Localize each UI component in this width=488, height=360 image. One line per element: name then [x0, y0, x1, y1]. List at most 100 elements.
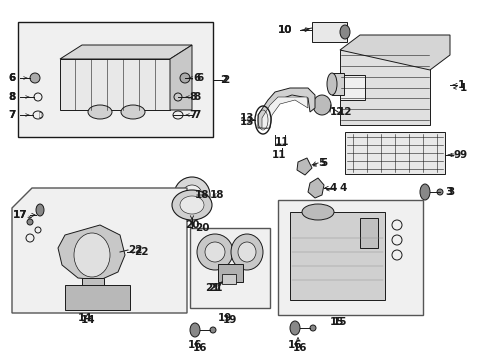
- Polygon shape: [60, 45, 192, 59]
- Ellipse shape: [436, 189, 442, 195]
- Polygon shape: [296, 158, 311, 175]
- Text: 19: 19: [223, 315, 237, 325]
- Text: 1: 1: [459, 83, 467, 93]
- Ellipse shape: [88, 105, 112, 119]
- Text: 7: 7: [8, 110, 15, 120]
- Text: 14: 14: [78, 313, 92, 323]
- Polygon shape: [12, 188, 186, 313]
- Ellipse shape: [30, 73, 40, 83]
- Ellipse shape: [36, 204, 44, 216]
- Text: 5: 5: [317, 158, 325, 168]
- Text: 17: 17: [13, 210, 27, 220]
- Text: 16: 16: [287, 340, 302, 350]
- Ellipse shape: [419, 184, 429, 200]
- Text: 6: 6: [8, 73, 15, 83]
- Text: 6: 6: [8, 73, 15, 83]
- Ellipse shape: [197, 234, 232, 270]
- Text: 20: 20: [195, 223, 209, 233]
- Text: Ⓑ: Ⓑ: [38, 112, 41, 118]
- Polygon shape: [58, 225, 125, 280]
- Text: 4: 4: [339, 183, 346, 193]
- Ellipse shape: [209, 327, 216, 333]
- Bar: [65, 285, 130, 310]
- Ellipse shape: [339, 25, 349, 39]
- Text: 12: 12: [337, 107, 352, 117]
- Text: 18: 18: [209, 190, 224, 200]
- Ellipse shape: [238, 242, 256, 262]
- Ellipse shape: [174, 177, 209, 213]
- Text: 2: 2: [220, 75, 227, 85]
- Text: 13: 13: [240, 117, 254, 127]
- Text: 16: 16: [192, 343, 207, 353]
- Text: 8: 8: [8, 92, 15, 102]
- Ellipse shape: [204, 242, 224, 262]
- Text: 8: 8: [8, 92, 15, 102]
- Bar: [82, 278, 104, 306]
- Text: 19: 19: [217, 313, 232, 323]
- Polygon shape: [339, 75, 364, 100]
- Text: 12: 12: [329, 107, 344, 117]
- Ellipse shape: [326, 73, 336, 95]
- Text: 15: 15: [332, 317, 346, 327]
- Polygon shape: [307, 178, 324, 198]
- Bar: [18, 22, 213, 137]
- Text: 14: 14: [81, 315, 95, 325]
- Ellipse shape: [121, 105, 145, 119]
- Text: 7: 7: [8, 110, 15, 120]
- Ellipse shape: [180, 73, 190, 83]
- Bar: [190, 228, 269, 308]
- Ellipse shape: [309, 325, 315, 331]
- Text: 7: 7: [193, 110, 200, 120]
- Ellipse shape: [27, 219, 33, 225]
- Text: 21: 21: [207, 283, 222, 293]
- Ellipse shape: [190, 323, 200, 337]
- Text: 6: 6: [193, 73, 200, 83]
- Bar: [278, 200, 422, 315]
- Text: 16: 16: [187, 340, 202, 350]
- Text: 20: 20: [184, 220, 199, 230]
- Bar: [345, 132, 444, 174]
- Bar: [289, 212, 384, 300]
- Text: 15: 15: [329, 317, 344, 327]
- Ellipse shape: [302, 204, 333, 220]
- Bar: [60, 59, 170, 110]
- Text: 13: 13: [240, 113, 254, 123]
- Bar: [359, 218, 377, 248]
- Polygon shape: [258, 88, 314, 128]
- Ellipse shape: [180, 196, 203, 214]
- Text: 22: 22: [134, 247, 148, 257]
- Polygon shape: [262, 97, 307, 128]
- Ellipse shape: [289, 321, 299, 335]
- Polygon shape: [170, 45, 192, 110]
- Ellipse shape: [182, 185, 202, 205]
- Text: 21: 21: [204, 283, 219, 293]
- Text: 3: 3: [444, 187, 451, 197]
- Text: 11: 11: [274, 137, 289, 147]
- Text: 10: 10: [278, 25, 292, 35]
- Text: 2: 2: [222, 75, 229, 85]
- Bar: [331, 73, 343, 95]
- Text: 11: 11: [271, 150, 286, 160]
- Bar: [222, 274, 236, 284]
- Text: 10: 10: [278, 25, 292, 35]
- Bar: [218, 264, 243, 282]
- Text: 9: 9: [459, 150, 466, 160]
- Text: 5: 5: [319, 158, 326, 168]
- Text: 1: 1: [457, 80, 464, 90]
- Text: 8: 8: [193, 92, 200, 102]
- Ellipse shape: [172, 190, 212, 220]
- Text: 22: 22: [128, 245, 142, 255]
- Text: 18: 18: [195, 190, 209, 200]
- Text: 4: 4: [329, 183, 337, 193]
- Text: 17: 17: [13, 210, 27, 220]
- Text: 8: 8: [189, 92, 196, 102]
- Ellipse shape: [74, 233, 110, 277]
- Ellipse shape: [230, 234, 263, 270]
- Text: 3: 3: [446, 187, 453, 197]
- Text: 7: 7: [189, 110, 196, 120]
- Text: 9: 9: [452, 150, 459, 160]
- Ellipse shape: [312, 95, 330, 115]
- Polygon shape: [339, 35, 449, 70]
- Bar: [339, 50, 429, 125]
- Bar: [311, 22, 346, 42]
